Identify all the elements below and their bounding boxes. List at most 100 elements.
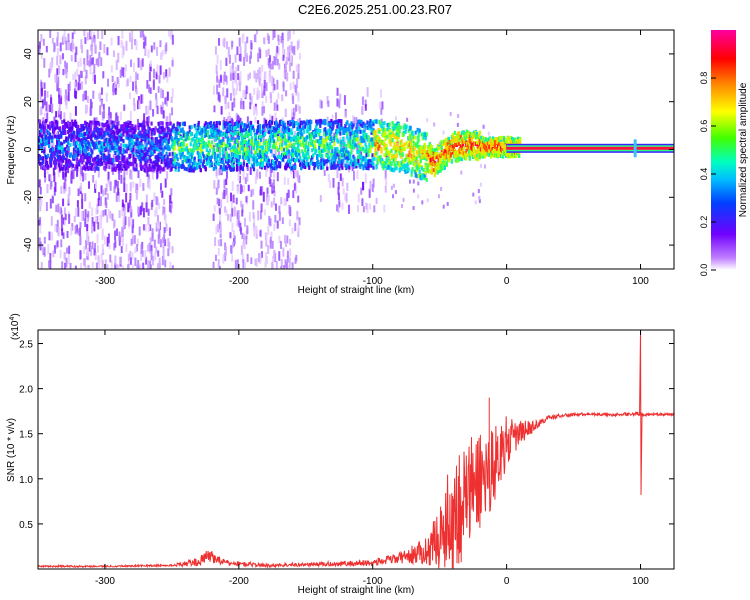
spectrogram-noise-cell [75,86,78,95]
spectrogram-noise-cell [265,152,268,161]
spectrogram-noise-cell [346,182,349,191]
spectrogram-band-cell [266,125,270,130]
spectrogram-band-cell [75,124,78,129]
spectrogram-noise-cell [212,136,215,146]
spectrogram-band-cell [198,126,201,131]
spectrogram-band-cell [72,163,75,168]
spectrogram-band-cell [241,155,245,160]
spectrogram-noise-cell [269,114,272,123]
spectrogram-band-cell [394,123,397,128]
spectrogram-band-cell [122,150,125,155]
spectrogram-band-cell [322,165,325,170]
spectrogram-band-cell [266,164,270,169]
spectrogram-band-cell [296,157,299,162]
spectrogram-band-cell [315,125,318,130]
spectrogram-noise-cell [368,188,371,198]
spectrogram-noise-cell [224,252,227,262]
spectrogram-band-cell [261,126,265,131]
spectrogram-noise-cell [116,115,119,125]
spectrogram-band-cell [304,124,307,129]
spectrogram-band-cell [220,143,223,148]
spectrogram-noise-cell [275,260,278,269]
spectrogram-noise-cell [43,82,46,89]
spectrogram-noise-cell [125,167,128,175]
spectrogram-band-cell [285,154,288,159]
spectrogram-band-cell [82,145,85,150]
spectrogram-noise-cell [121,30,124,39]
spectrogram-band-cell [47,164,50,169]
spectrogram-band-cell [129,120,132,125]
spectrogram-noise-cell [296,210,299,220]
spectrogram-noise-cell [146,80,149,89]
spectrogram-noise-cell [329,180,332,189]
spectrogram-noise-cell [235,75,238,85]
spectrogram-noise-cell [47,104,50,113]
spectrogram-noise-cell [64,36,67,45]
spectrogram-band-cell [433,147,436,152]
spectrogram-noise-cell [144,46,147,56]
spectrogram-noise-cell [250,189,253,197]
spectrogram-noise-cell [361,198,364,206]
spectrogram-band-cell [301,143,304,148]
spectrogram-band-cell [372,121,375,126]
spectrogram-band-cell [156,160,159,165]
spectrogram-noise-cell [100,185,103,192]
spectrogram-noise-cell [220,106,223,115]
spectrogram-band-cell [301,149,304,154]
spectrogram-band-cell [392,127,395,132]
spectrogram-band-cell [382,128,385,133]
spectrogram-noise-cell [242,259,245,269]
spectrogram-noise-cell [130,205,133,212]
spectrogram-band-cell [125,135,128,140]
spectrogram-noise-cell [137,170,140,179]
spectrogram-band-cell [348,125,351,130]
spectrogram-noise-cell [168,67,171,77]
spectrogram-noise-cell [72,43,75,50]
spectrogram-band-cell [224,147,227,152]
spectrogram-band-cell [207,140,210,145]
spectrogram-noise-cell [217,259,220,268]
spectrogram-band-cell [333,142,336,147]
spectrogram-band-cell [397,126,400,131]
spectrogram-band-cell [104,156,107,161]
spectrogram-band-cell [159,166,162,171]
spectrogram-band-cell [355,164,358,169]
spectrogram-noise-cell [82,172,85,182]
spectrogram-noise-cell [118,210,121,219]
spectrogram-noise-cell [235,88,238,95]
spectrogram-noise-cell [274,112,277,123]
spectrogram-noise-cell [456,122,459,127]
spectrogram-band-cell [328,156,331,161]
spectrogram-band-cell [403,123,406,128]
spectrogram-band-cell [424,136,427,141]
spectrogram-noise-cell [71,32,74,39]
spectrogram-noise-cell [238,53,241,62]
spectrogram-band-cell [95,141,98,146]
spectrogram-band-cell [177,138,180,143]
spectrogram-band-cell [435,152,438,157]
spectrogram-noise-cell [152,80,155,90]
spectrogram-noise-cell [127,258,130,266]
spectrogram-band-cell [229,130,233,135]
spectrogram-band-cell [63,139,66,144]
spectrogram-band-cell [173,146,176,151]
spectrogram-band-cell [416,127,419,132]
spectrogram-noise-cell [83,246,86,255]
spectrogram-band-cell [367,166,370,171]
spectrogram-band-cell [214,137,217,142]
spectrogram-noise-cell [84,193,87,202]
spectrogram-band-cell [150,128,153,133]
spectrogram-noise-cell [384,185,387,193]
spectrogram-band-cell [385,165,388,170]
spectrogram-noise-cell [84,37,87,44]
spectrogram-noise-cell [144,223,147,232]
spectrogram-noise-cell [150,251,153,261]
spectrogram-noise-cell [291,46,294,54]
spectrogram-band-cell [366,137,369,142]
spectrogram-band-cell [353,160,356,165]
spectrogram-noise-cell [117,188,120,196]
spectrogram-noise-cell [412,179,415,184]
spectrogram-band-cell [134,125,137,130]
spectrogram-band-cell [290,128,293,133]
spectrogram-band-cell [372,139,375,144]
